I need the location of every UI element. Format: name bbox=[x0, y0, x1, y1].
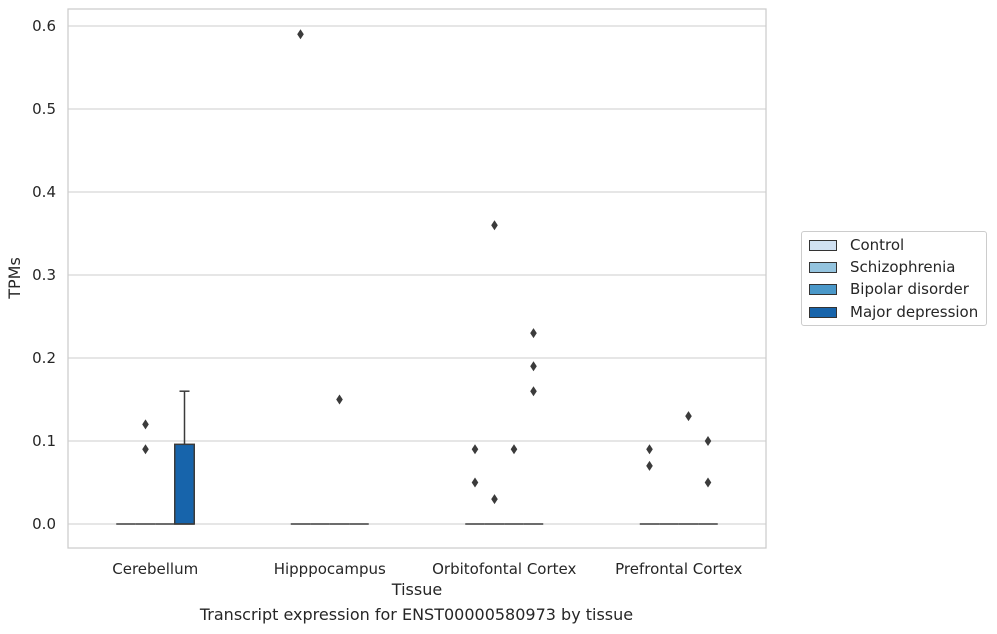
outlier-point bbox=[530, 361, 537, 372]
outlier-point bbox=[491, 220, 498, 231]
outlier-point bbox=[685, 411, 692, 422]
box-body bbox=[174, 443, 195, 525]
legend-swatch-bipolar-disorder bbox=[809, 283, 837, 295]
y-tick-label: 0.2 bbox=[32, 349, 56, 367]
x-axis-label: Tissue bbox=[391, 580, 442, 599]
box-series bbox=[116, 390, 718, 525]
outlier-point bbox=[491, 494, 498, 505]
outlier-point bbox=[646, 444, 653, 455]
outlier-point bbox=[142, 444, 149, 455]
legend-item-control: Control bbox=[809, 235, 904, 255]
y-axis-ticks: 0.0 0.1 0.2 0.3 0.4 0.5 0.6 bbox=[32, 17, 56, 533]
plot-frame bbox=[67, 8, 767, 549]
figure-caption: Transcript expression for ENST0000058097… bbox=[199, 605, 634, 624]
outlier-point bbox=[510, 444, 518, 455]
x-tick-label: Hipppocampus bbox=[274, 560, 386, 578]
outlier-points bbox=[142, 29, 712, 505]
legend-item-bipolar-disorder: Bipolar disorder bbox=[809, 279, 969, 299]
y-tick-label: 0.1 bbox=[32, 432, 56, 450]
outlier-point bbox=[471, 477, 479, 488]
plot-background bbox=[68, 9, 766, 548]
x-tick-label: Orbitofontal Cortex bbox=[432, 560, 576, 578]
x-tick-label: Cerebellum bbox=[112, 560, 198, 578]
box-major-depression-cerebellum bbox=[174, 390, 195, 525]
outlier-point bbox=[336, 394, 343, 405]
y-tick-label: 0.6 bbox=[32, 17, 56, 35]
x-axis-ticks: Cerebellum Hipppocampus Orbitofontal Corte… bbox=[112, 560, 742, 578]
legend-swatch-control bbox=[809, 239, 837, 251]
outlier-point bbox=[530, 328, 537, 339]
outlier-point bbox=[297, 29, 304, 40]
outlier-point bbox=[646, 460, 653, 471]
outlier-point bbox=[471, 444, 479, 455]
outlier-point bbox=[704, 477, 712, 488]
legend-swatch-major-depression bbox=[809, 306, 837, 318]
x-tick-label: Prefrontal Cortex bbox=[615, 560, 742, 578]
legend-label-control: Control bbox=[850, 236, 905, 254]
outlier-point bbox=[142, 419, 149, 430]
legend-label-bipolar-disorder: Bipolar disorder bbox=[850, 280, 969, 298]
y-tick-label: 0.4 bbox=[32, 183, 56, 201]
legend-label-schizophrenia: Schizophrenia bbox=[850, 258, 956, 276]
y-tick-label: 0.5 bbox=[32, 100, 56, 118]
y-axis-label: TPMs bbox=[5, 257, 24, 300]
legend-label-major-depression: Major depression bbox=[850, 303, 979, 321]
legend: Control Schizophrenia Bipolar disorder M… bbox=[801, 231, 987, 326]
y-tick-label: 0.3 bbox=[32, 266, 56, 284]
outlier-point bbox=[704, 436, 712, 446]
outlier-point bbox=[530, 386, 537, 397]
legend-item-major-depression: Major depression bbox=[809, 302, 978, 322]
y-tick-label: 0.0 bbox=[32, 515, 56, 533]
legend-item-schizophrenia: Schizophrenia bbox=[809, 257, 955, 277]
legend-swatch-schizophrenia bbox=[809, 261, 837, 273]
